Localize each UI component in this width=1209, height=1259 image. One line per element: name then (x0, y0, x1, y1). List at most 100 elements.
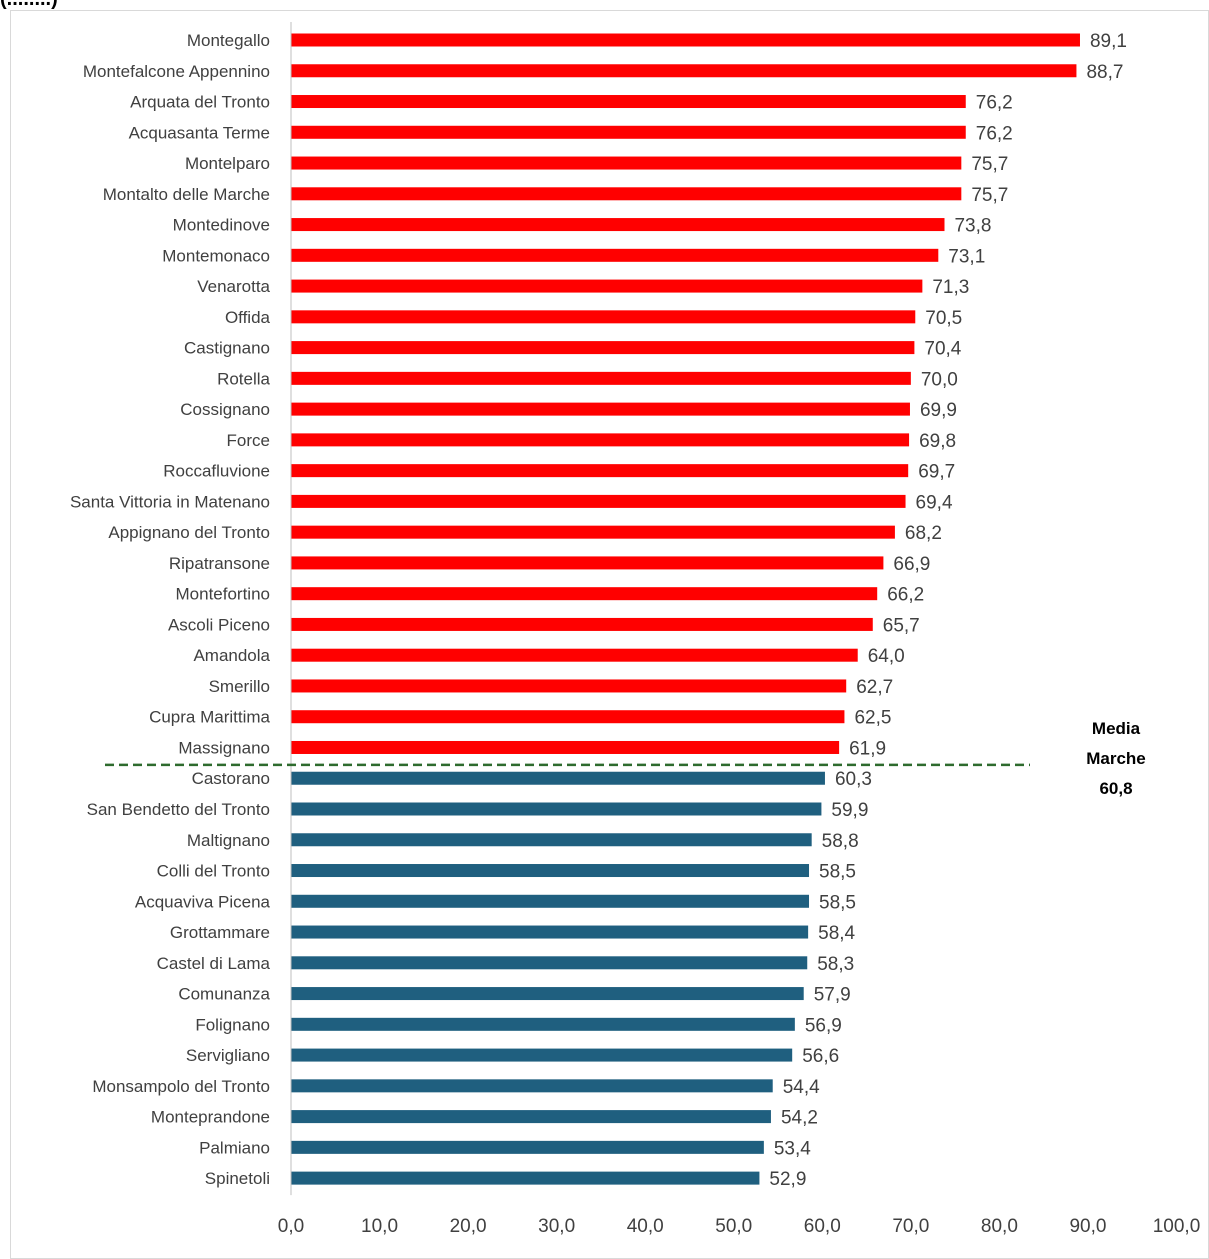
category-label: Castignano (184, 339, 270, 358)
bar (291, 771, 825, 785)
bar (291, 248, 939, 262)
bar (291, 802, 822, 816)
bar (291, 218, 945, 232)
category-label: Santa Vittoria in Matenano (70, 492, 270, 511)
bar (291, 1048, 793, 1062)
data-label: 54,4 (783, 1077, 820, 1098)
bar (291, 556, 884, 570)
category-label: Montefortino (176, 585, 271, 604)
bars-layer: Montegallo 89,1 Montefalcone Appennino 88,7… (70, 31, 1127, 1190)
category-label: Grottammare (170, 923, 270, 942)
bar (291, 864, 810, 878)
data-label: 65,7 (883, 615, 920, 636)
data-label: 62,7 (856, 677, 893, 698)
bar (291, 371, 911, 385)
category-label: Cupra Marittima (149, 708, 270, 727)
data-label: 70,5 (925, 308, 962, 329)
bar (291, 1079, 773, 1093)
bar (291, 925, 809, 939)
data-label: 75,7 (971, 185, 1008, 206)
data-label: 56,6 (802, 1046, 839, 1067)
data-label: 69,4 (916, 492, 953, 513)
category-label: Roccafluvione (163, 462, 270, 481)
category-label: Massignano (178, 738, 270, 757)
bar (291, 33, 1080, 47)
category-label: Montelparo (185, 154, 270, 173)
category-label: San Bendetto del Tronto (87, 800, 270, 819)
bar (291, 525, 895, 539)
bar (291, 1171, 760, 1185)
data-label: 69,8 (919, 431, 956, 452)
category-label: Colli del Tronto (157, 862, 270, 881)
category-label: Force (227, 431, 270, 450)
bar (291, 587, 878, 601)
category-label: Venarotta (197, 277, 270, 296)
category-label: Montegallo (187, 31, 270, 50)
category-label: Spinetoli (205, 1169, 270, 1188)
data-label: 61,9 (849, 738, 886, 759)
bar (291, 310, 916, 324)
bar (291, 464, 909, 478)
data-label: 59,9 (831, 800, 868, 821)
reference-label: 60,8 (1099, 779, 1132, 798)
category-label: Montefalcone Appennino (83, 62, 270, 81)
category-label: Comunanza (178, 985, 270, 1004)
x-tick-label: 60,0 (804, 1216, 841, 1237)
x-axis-tick-labels: 0,0 10,0 20,0 30,0 40,0 50,0 60,0 70,0 80,0 90,0 1… (278, 1216, 1200, 1237)
x-tick-label: 100,0 (1153, 1216, 1201, 1237)
data-label: 66,2 (887, 585, 924, 606)
bar (291, 710, 845, 724)
data-label: 62,5 (854, 708, 891, 729)
bar (291, 341, 915, 355)
data-label: 58,8 (822, 831, 859, 852)
category-label: Smerillo (209, 677, 270, 696)
data-label: 66,9 (893, 554, 930, 575)
data-label: 68,2 (905, 523, 942, 544)
top-text-fragment: (........) (0, 0, 58, 11)
data-label: 76,2 (976, 123, 1013, 144)
data-label: 69,7 (918, 462, 955, 483)
category-label: Maltignano (187, 831, 270, 850)
category-label: Folignano (195, 1015, 270, 1034)
bar (291, 125, 966, 139)
category-label: Offida (225, 308, 271, 327)
category-label: Monsampolo del Tronto (92, 1077, 270, 1096)
category-label: Montemonaco (162, 246, 270, 265)
bar (291, 95, 966, 109)
x-tick-label: 90,0 (1069, 1216, 1106, 1237)
data-label: 57,9 (814, 985, 851, 1006)
bar (291, 1140, 764, 1154)
x-tick-label: 70,0 (892, 1216, 929, 1237)
bar (291, 64, 1077, 78)
bar (291, 833, 812, 847)
data-label: 73,8 (954, 216, 991, 237)
category-label: Monteprandone (151, 1108, 270, 1127)
data-label: 58,5 (819, 862, 856, 883)
x-tick-label: 30,0 (538, 1216, 575, 1237)
bar (291, 187, 962, 201)
category-label: Arquata del Tronto (130, 93, 270, 112)
data-label: 54,2 (781, 1108, 818, 1129)
data-label: 64,0 (868, 646, 905, 667)
category-label: Servigliano (186, 1046, 270, 1065)
bar (291, 156, 962, 170)
x-tick-label: 0,0 (278, 1216, 304, 1237)
bar (291, 987, 804, 1001)
data-label: 71,3 (932, 277, 969, 298)
x-tick-label: 40,0 (627, 1216, 664, 1237)
data-label: 89,1 (1090, 31, 1127, 52)
data-label: 73,1 (948, 246, 985, 267)
bar (291, 494, 906, 508)
data-label: 58,4 (818, 923, 855, 944)
bar (291, 894, 810, 908)
bar (291, 648, 858, 662)
category-label: Cossignano (180, 400, 270, 419)
category-label: Montedinove (173, 216, 270, 235)
category-label: Castorano (192, 769, 270, 788)
data-label: 88,7 (1086, 62, 1123, 83)
data-label: 70,0 (921, 369, 958, 390)
data-label: 58,5 (819, 892, 856, 913)
bar (291, 956, 808, 970)
